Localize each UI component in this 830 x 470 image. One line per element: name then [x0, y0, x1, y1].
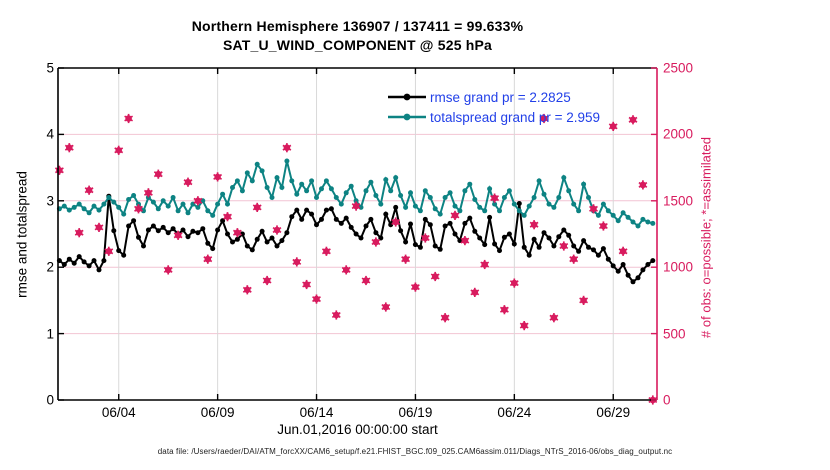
x-tick-label: 06/29 — [596, 405, 631, 420]
legend-label-rmse: rmse grand pr = 2.2825 — [430, 89, 571, 105]
x-tick-label: 06/24 — [497, 405, 532, 420]
plot-title-line2: SAT_U_WIND_COMPONENT @ 525 hPa — [222, 37, 493, 53]
y-left-tick-label: 3 — [46, 193, 54, 209]
x-tick-label: 06/09 — [200, 405, 235, 420]
y-left-tick-label: 2 — [46, 259, 54, 275]
x-tick-label: 06/14 — [299, 405, 334, 420]
rmse-line-icon — [388, 93, 426, 101]
legend-item-rmse: rmse grand pr = 2.2825 — [387, 87, 600, 107]
legend: rmse grand pr = 2.2825 totalspread grand… — [387, 87, 600, 127]
y-left-tick-label: 5 — [46, 60, 54, 76]
totalspread-line-icon — [388, 113, 426, 121]
x-tick-label: 06/04 — [101, 405, 136, 420]
y-axis-label-left: rmse and totalspread — [14, 171, 30, 298]
y-right-tick-label: 1000 — [663, 259, 694, 275]
y-right-tick-label: 1500 — [663, 193, 694, 209]
y-axis-label-right: # of obs: o=possible; *=assimilated — [698, 137, 714, 338]
footer-datafile: data file: /Users/raeder/DAI/ATM_forcXX/… — [157, 447, 673, 456]
x-axis-label: Jun.01,2016 00:00:00 start — [277, 422, 438, 437]
y-left-tick-label: 4 — [46, 126, 54, 142]
y-left-tick-label: 1 — [46, 326, 54, 342]
y-left-tick-label: 0 — [46, 392, 54, 408]
y-right-tick-label: 0 — [663, 392, 671, 408]
legend-item-totalspread: totalspread grand pr = 2.959 — [387, 107, 600, 127]
y-right-tick-label: 2000 — [663, 126, 694, 142]
y-right-tick-label: 2500 — [663, 60, 694, 76]
plot-title-line1: Northern Hemisphere 136907 / 137411 = 99… — [191, 18, 524, 34]
x-tick-label: 06/19 — [398, 405, 433, 420]
y-right-tick-label: 500 — [663, 326, 686, 342]
legend-label-totalspread: totalspread grand pr = 2.959 — [430, 109, 600, 125]
